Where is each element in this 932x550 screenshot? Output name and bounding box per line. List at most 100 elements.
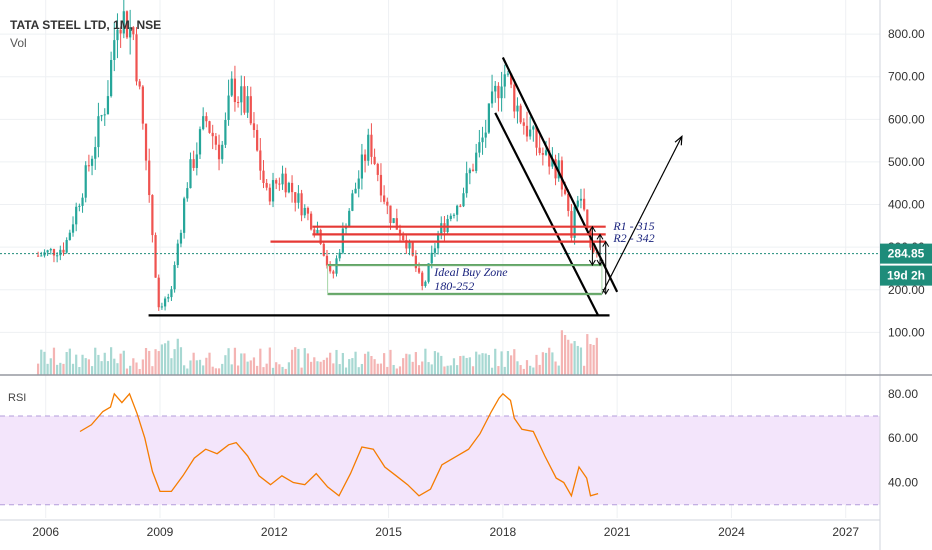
candle-body [484, 132, 487, 138]
rsi-tick-label: 60.00 [888, 431, 918, 445]
candle-body [132, 27, 135, 35]
candle-body [357, 178, 360, 189]
volume-bar [522, 368, 525, 375]
volume-bar [173, 349, 176, 375]
volume-bar [570, 343, 573, 375]
volume-bar [589, 344, 592, 375]
candle-body [103, 114, 106, 116]
candle-body [497, 85, 500, 99]
volume-bar [481, 353, 484, 375]
candle-body [414, 255, 417, 269]
volume-bar [414, 352, 417, 375]
volume-bar [595, 337, 598, 375]
volume-bar [49, 358, 52, 375]
candle-body [421, 272, 424, 286]
volume-bar [471, 366, 475, 375]
volume-bar [249, 360, 252, 375]
volume-bar [325, 357, 329, 375]
volume-bar [294, 347, 297, 375]
volume-bar [332, 363, 335, 375]
axis-labels: 2006 2009 2012 2015 2018 2021 2024 2027 100.00 20… [32, 27, 925, 539]
price-candles [0, 0, 880, 311]
volume-bar [510, 355, 513, 375]
volume-bar [236, 365, 240, 375]
volume-bar [259, 348, 262, 375]
candle-body [240, 86, 243, 103]
candle-body [392, 218, 395, 224]
countdown-badge-text: 19d 2h [887, 269, 925, 283]
volume-bar [544, 352, 548, 375]
candle-body [275, 180, 278, 184]
candle-body [411, 241, 414, 256]
volume-bar [548, 347, 551, 375]
candle-body [563, 189, 567, 194]
candle-body [141, 86, 144, 124]
volume-bar [443, 366, 446, 375]
volume-bar [208, 352, 211, 375]
volume-bar [198, 359, 202, 375]
candle-body [259, 150, 262, 171]
candle-body [284, 173, 287, 193]
candle-body [348, 210, 351, 228]
volume-bar [573, 341, 576, 375]
volume-bar [411, 361, 414, 375]
candle-body [173, 265, 176, 290]
candle-body [462, 193, 465, 207]
volume-bar [408, 354, 411, 375]
candle-body [430, 252, 433, 264]
volume-bar [446, 365, 449, 375]
candle-body [570, 210, 573, 238]
level-arrow-head [602, 288, 610, 296]
candle-body [189, 159, 192, 189]
volume-bar [456, 365, 459, 375]
candle-body [303, 207, 306, 216]
volume-bar [227, 348, 230, 375]
candle-body [548, 150, 551, 167]
candle-body [217, 144, 221, 160]
volume-bar [78, 367, 81, 375]
volume-bar [87, 359, 90, 375]
volume-bar [160, 344, 164, 375]
volume-bar [46, 363, 49, 375]
candle-body [363, 154, 367, 161]
candle-body [186, 188, 189, 199]
volume-bar [532, 367, 535, 375]
buy-zone-box [327, 264, 603, 295]
volume-bar [262, 367, 265, 375]
candle-body [592, 247, 595, 252]
candle-body [71, 224, 75, 233]
candle-body [59, 249, 62, 256]
candle-body [535, 126, 538, 148]
candle-body [300, 193, 303, 216]
candle-body [506, 73, 510, 75]
candle-body [532, 126, 535, 130]
candle-body [386, 201, 389, 206]
volume-bar [148, 350, 151, 375]
volume-bar [579, 347, 583, 375]
volume-bar [405, 353, 408, 375]
candle-body [52, 249, 56, 256]
candle-body [351, 193, 354, 211]
level-arrow-head [602, 240, 610, 247]
volume-bar [433, 351, 437, 375]
candle-body [370, 134, 373, 157]
candle-body [389, 205, 392, 224]
y-tick-label: 400.00 [888, 198, 925, 212]
candle-body [503, 74, 506, 87]
candle-body [519, 105, 522, 123]
x-tick-label: 2027 [832, 525, 859, 539]
candle-body [202, 116, 205, 130]
rsi-label: RSI [8, 392, 27, 404]
volume-bar [386, 366, 389, 375]
candle-body [49, 249, 52, 251]
rsi-series-line [79, 392, 599, 498]
candle-body [417, 268, 421, 273]
candle-body [465, 173, 468, 194]
volume-bar [535, 354, 538, 375]
candle-body [214, 136, 217, 145]
volume-bar [586, 334, 589, 375]
volume-bar [592, 344, 595, 375]
candle-body [36, 255, 40, 257]
volume-bar [94, 347, 97, 375]
